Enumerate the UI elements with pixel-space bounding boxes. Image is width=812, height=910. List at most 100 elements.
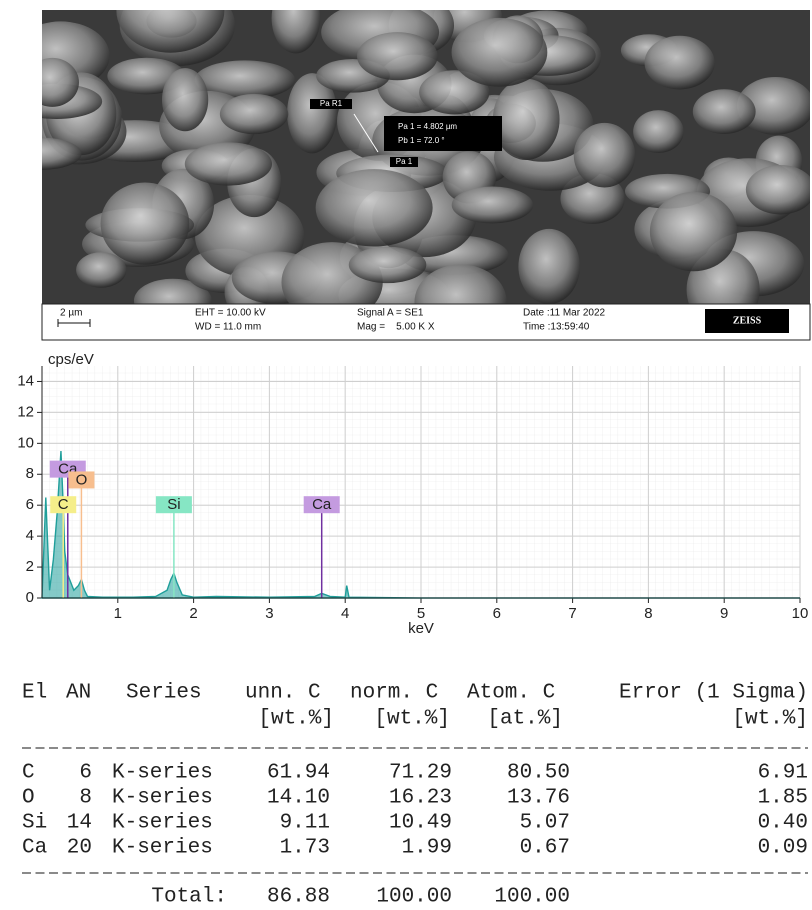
annotation: Pa 1 — [396, 157, 413, 166]
x-tick-label: 10 — [792, 605, 809, 622]
total-cell: 100.00 — [376, 886, 452, 905]
table-cell: 20 — [67, 837, 92, 860]
table-unit: [wt.%] — [258, 708, 334, 731]
y-tick-label: 0 — [26, 589, 34, 606]
grain — [162, 68, 208, 131]
info-text: Signal A = SE1 — [357, 308, 424, 319]
x-tick-label: 3 — [265, 605, 273, 622]
sem-image: Pa R1 Pa 1 = 4.802 µm Pb 1 = 72.0 ° Pa 1… — [3, 0, 812, 340]
table-cell: Si — [22, 812, 47, 835]
table-cell: 5.07 — [520, 812, 570, 835]
grain — [185, 142, 272, 185]
table-cell: K-series — [112, 787, 213, 810]
table-cell: 9.11 — [280, 812, 330, 835]
table-header: El — [22, 682, 47, 705]
grain — [645, 36, 715, 90]
grain — [357, 32, 438, 80]
table-cell: 14.10 — [267, 787, 330, 810]
table-cell: 13.76 — [507, 787, 570, 810]
table-cell: 16.23 — [389, 787, 452, 810]
table-cell: K-series — [112, 762, 213, 785]
table-cell: 71.29 — [389, 762, 452, 785]
peak-label: C — [58, 496, 69, 513]
table-cell: C — [22, 762, 35, 785]
grain — [650, 192, 737, 272]
peak-label: O — [76, 471, 88, 488]
table-header: Series — [126, 682, 202, 705]
annotation: Pb 1 = 72.0 ° — [398, 136, 445, 145]
y-axis-label: cps/eV — [48, 351, 94, 368]
peak-label: Si — [167, 496, 180, 513]
grain — [26, 58, 79, 107]
grain — [220, 94, 288, 134]
table-cell: 0.09 — [758, 837, 808, 860]
grain — [3, 138, 82, 170]
table-cell: 8 — [79, 787, 92, 810]
x-axis-label: keV — [408, 620, 434, 637]
y-tick-label: 6 — [26, 496, 34, 513]
grain — [574, 123, 635, 188]
table-header: Error (1 Sigma) — [619, 682, 808, 705]
table-cell: 0.40 — [758, 812, 808, 835]
y-tick-label: 2 — [26, 558, 34, 575]
grain — [518, 229, 579, 304]
table-unit: [at.%] — [487, 708, 563, 731]
table-cell: 0.67 — [520, 837, 570, 860]
x-tick-label: 4 — [341, 605, 349, 622]
grain — [316, 169, 433, 246]
total-cell: 86.88 — [267, 886, 330, 905]
x-tick-label: 1 — [114, 605, 122, 622]
table-cell: Ca — [22, 837, 47, 860]
grain — [76, 252, 126, 288]
table-unit: [wt.%] — [732, 708, 808, 731]
table-header: norm. C — [350, 682, 438, 705]
total-label: Total: — [151, 886, 227, 905]
grain — [349, 247, 427, 283]
spectrum-chart: cps/eV keV 0246810121412345678910CaOCSiC… — [17, 351, 808, 637]
table-cell: 1.73 — [280, 837, 330, 860]
table-header: Atom. C — [467, 682, 555, 705]
table-cell: 6 — [79, 762, 92, 785]
y-tick-label: 12 — [17, 403, 34, 420]
x-tick-label: 8 — [644, 605, 652, 622]
y-tick-label: 14 — [17, 372, 34, 389]
table-cell: 61.94 — [267, 762, 330, 785]
grain — [101, 182, 190, 264]
brand: ZEISS — [733, 315, 762, 326]
grain — [693, 89, 756, 134]
table-cell: 1.85 — [758, 787, 808, 810]
x-tick-label: 2 — [189, 605, 197, 622]
peak-label: Ca — [312, 496, 332, 513]
x-tick-label: 5 — [417, 605, 425, 622]
y-tick-label: 4 — [26, 527, 34, 544]
table-cell: 6.91 — [758, 762, 808, 785]
info-text: WD = 11.0 mm — [195, 322, 261, 333]
x-tick-label: 6 — [493, 605, 501, 622]
y-tick-label: 8 — [26, 465, 34, 482]
x-tick-label: 7 — [568, 605, 576, 622]
grain — [633, 110, 684, 153]
grain — [452, 187, 533, 224]
scale-label: 2 µm — [60, 308, 82, 319]
table-cell: 14 — [67, 812, 92, 835]
table-unit: [wt.%] — [374, 708, 450, 731]
table-cell: 1.99 — [402, 837, 452, 860]
info-text: EHT = 10.00 kV — [195, 308, 266, 319]
table-cell: 10.49 — [389, 812, 452, 835]
x-tick-label: 9 — [720, 605, 728, 622]
grain — [452, 18, 548, 87]
table-cell: O — [22, 787, 35, 810]
total-cell: 100.00 — [494, 886, 570, 905]
table-cell: 80.50 — [507, 762, 570, 785]
y-tick-label: 10 — [17, 434, 34, 451]
table-cell: K-series — [112, 812, 213, 835]
table-cell: K-series — [112, 837, 213, 860]
annotation: Pa 1 = 4.802 µm — [398, 122, 457, 131]
page: Pa R1 Pa 1 = 4.802 µm Pb 1 = 72.0 ° Pa 1… — [0, 0, 812, 905]
info-text: Mag = 5.00 K X — [357, 322, 435, 333]
info-text: Time :13:59:40 — [523, 322, 590, 333]
grain — [493, 79, 560, 160]
table-header: AN — [66, 682, 91, 705]
annotation: Pa R1 — [320, 99, 343, 108]
